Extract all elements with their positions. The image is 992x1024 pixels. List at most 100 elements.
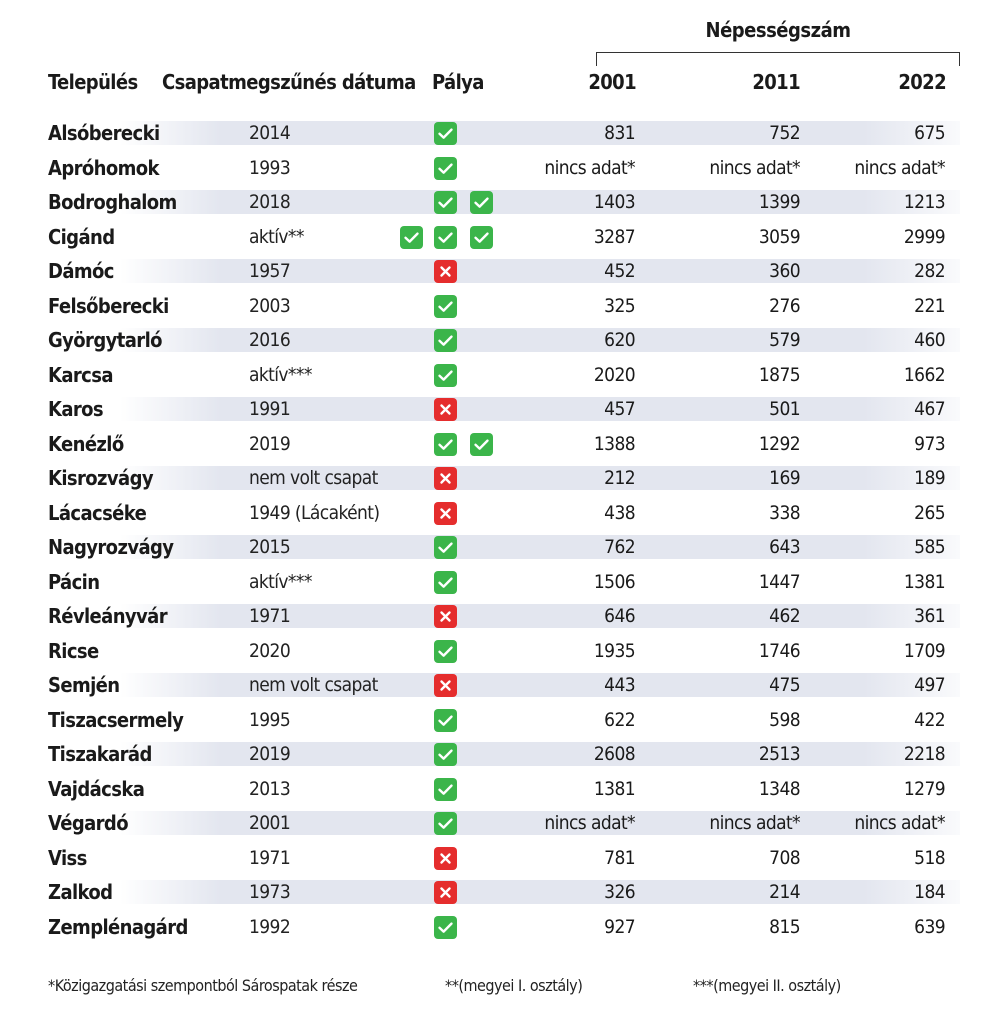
population-2022: 184 xyxy=(914,881,945,903)
team-end-date: aktív*** xyxy=(249,363,312,386)
table-row: Tiszacsermely 1995 622 598 422 xyxy=(0,703,992,738)
population-2001: nincs adat* xyxy=(544,812,635,834)
field-status xyxy=(370,185,496,220)
table-body: Alsóberecki 2014 831 752 675 Apróhomok 1993 nin… xyxy=(0,116,992,944)
population-2001: 781 xyxy=(604,846,635,869)
settlement-name: Kisrozvágy xyxy=(48,466,154,490)
field-status xyxy=(370,668,496,703)
population-2022: 265 xyxy=(914,501,945,524)
population-2001: 1403 xyxy=(593,191,636,213)
settlement-name: Cigánd xyxy=(48,224,115,249)
field-status xyxy=(370,151,496,186)
table-row: Lácacséke 1949 (Lácaként) 438 338 265 xyxy=(0,496,992,531)
population-2022: 2218 xyxy=(903,743,946,765)
table-row: Karcsa aktív*** 2020 1875 1662 xyxy=(0,358,992,393)
team-end-date: 1992 xyxy=(249,915,291,938)
population-2022: 1213 xyxy=(903,191,946,213)
settlement-name: Nagyrozvágy xyxy=(48,535,174,559)
cross-icon xyxy=(434,260,457,283)
cross-icon xyxy=(434,674,457,697)
population-2011: 752 xyxy=(769,122,800,144)
check-icon xyxy=(434,225,457,249)
check-icon xyxy=(470,191,493,214)
settlement-name: Kenézlő xyxy=(48,431,124,456)
population-2011: 1875 xyxy=(758,363,801,386)
population-2022: 467 xyxy=(914,398,945,420)
population-2022: 675 xyxy=(914,122,945,144)
population-2011: nincs adat* xyxy=(709,812,800,834)
check-icon xyxy=(434,191,457,214)
row-stripe xyxy=(0,535,960,559)
population-2001: 438 xyxy=(604,501,635,524)
table-row: Ricse 2020 1935 1746 1709 xyxy=(0,634,992,669)
header-team-end-date: Csapatmegszűnés dátuma xyxy=(162,70,416,94)
team-end-date: 1949 (Lácaként) xyxy=(249,501,380,524)
population-2011: 501 xyxy=(769,398,800,420)
team-end-date: 1995 xyxy=(249,708,291,731)
row-stripe xyxy=(0,328,960,352)
population-2011: nincs adat* xyxy=(709,156,800,179)
team-end-date: 1973 xyxy=(249,881,291,903)
population-2022: 973 xyxy=(914,432,945,455)
table-row: Dámóc 1957 452 360 282 xyxy=(0,254,992,289)
team-end-date: 2019 xyxy=(249,743,291,765)
table-row: Zemplénagárd 1992 927 815 639 xyxy=(0,910,992,945)
table-row: Vajdácska 2013 1381 1348 1279 xyxy=(0,772,992,807)
field-status xyxy=(370,772,496,807)
field-status xyxy=(370,875,496,910)
population-2022: 1709 xyxy=(903,639,946,662)
population-2001: 325 xyxy=(604,294,635,317)
field-status xyxy=(370,703,496,738)
table-row: Végardó 2001 nincs adat* nincs adat* nincs a… xyxy=(0,806,992,841)
check-icon xyxy=(434,329,457,352)
population-2011: 276 xyxy=(769,294,800,317)
population-group-title: Népességszám xyxy=(705,18,851,42)
footnote-2: **(megyei I. osztály) xyxy=(445,976,583,995)
row-stripe xyxy=(0,604,960,628)
check-icon xyxy=(470,225,493,249)
field-status xyxy=(370,565,496,600)
header-year-2011: 2011 xyxy=(752,70,800,94)
check-icon xyxy=(434,777,457,801)
footnote-3: ***(megyei II. osztály) xyxy=(693,976,841,995)
settlement-name: Karos xyxy=(48,397,104,421)
settlement-name: Alsóberecki xyxy=(48,121,160,145)
population-2022: 1279 xyxy=(903,777,946,800)
cross-icon xyxy=(434,398,457,421)
population-2011: 598 xyxy=(769,708,800,731)
population-2001: 326 xyxy=(604,881,635,903)
check-icon xyxy=(434,122,457,145)
team-end-date: 2014 xyxy=(249,122,291,144)
population-2022: 282 xyxy=(914,260,945,282)
check-icon xyxy=(434,432,457,456)
cross-icon xyxy=(434,881,457,904)
field-status xyxy=(370,254,496,289)
settlement-name: Lácacséke xyxy=(48,500,147,525)
settlement-name: Dámóc xyxy=(48,259,114,283)
table-row: Zalkod 1973 326 214 184 xyxy=(0,875,992,910)
row-stripe xyxy=(0,880,960,904)
population-2011: 1447 xyxy=(758,570,801,593)
population-2011: 815 xyxy=(769,915,800,938)
check-icon xyxy=(434,294,457,318)
population-2011: 169 xyxy=(769,467,800,489)
population-2001: 1935 xyxy=(593,639,636,662)
table-row: Semjén nem volt csapat 443 475 497 xyxy=(0,668,992,703)
population-2001: 1388 xyxy=(593,432,636,455)
table-row: Révleányvár 1971 646 462 361 xyxy=(0,599,992,634)
table-row: Cigánd aktív** 3287 3059 2999 xyxy=(0,220,992,255)
team-end-date: aktív*** xyxy=(249,570,312,593)
field-status xyxy=(370,496,496,531)
population-2001: 620 xyxy=(604,329,635,351)
population-2022: 585 xyxy=(914,536,945,558)
team-end-date: 1993 xyxy=(249,156,291,179)
population-2011: 1292 xyxy=(758,432,801,455)
population-2022: 1662 xyxy=(903,363,946,386)
field-status xyxy=(370,461,496,496)
team-end-date: 2018 xyxy=(249,191,291,213)
settlement-name: Felsőberecki xyxy=(48,293,169,318)
check-icon xyxy=(434,639,457,663)
population-2022: 460 xyxy=(914,329,945,351)
team-end-date: 1957 xyxy=(249,260,291,282)
population-2022: 639 xyxy=(914,915,945,938)
